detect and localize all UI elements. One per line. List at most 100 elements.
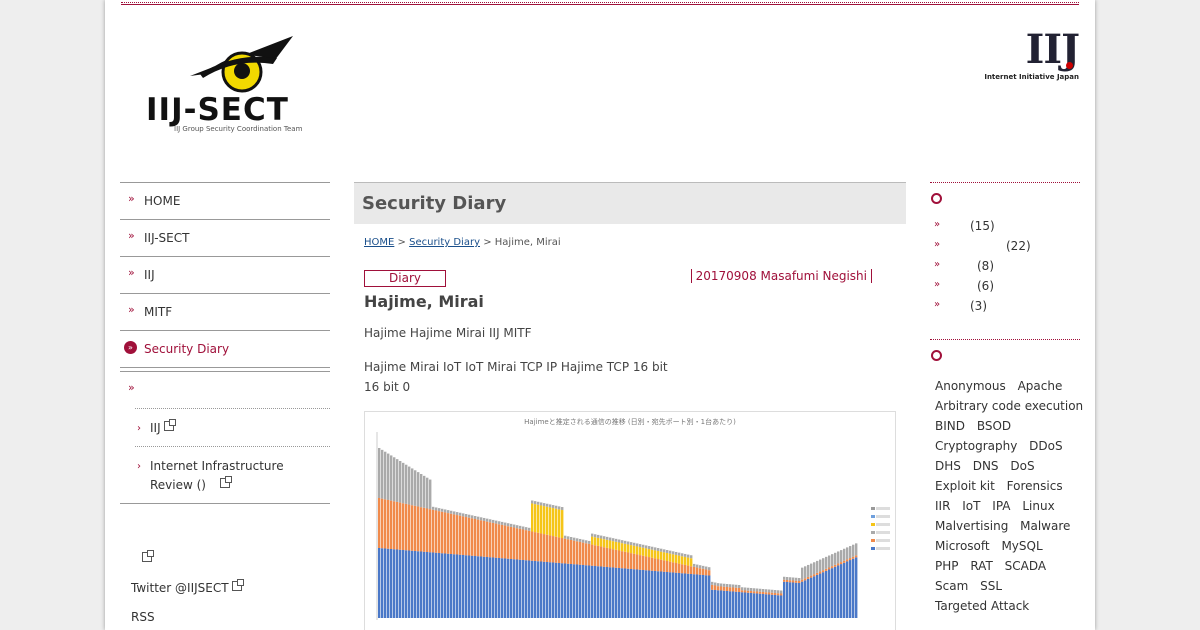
nav-item-iij[interactable]: » IIJ <box>120 256 330 293</box>
chart-bar-segment <box>840 562 843 565</box>
iij-logo[interactable]: IIJ Internet Initiative Japan <box>984 28 1080 82</box>
category-item[interactable]: » (6) <box>930 279 1080 299</box>
chart-bar-segment <box>504 558 507 618</box>
tag-link[interactable]: DHS <box>935 459 961 473</box>
chart-bar-segment <box>687 573 690 618</box>
chart-bar-segment <box>846 547 849 560</box>
chart-bar-segment <box>540 533 543 562</box>
chart-bar-segment <box>666 553 669 561</box>
chart-bar-segment <box>699 568 702 575</box>
chart-bar-segment <box>591 544 594 566</box>
twitter-link[interactable]: Twitter @IIJSECT <box>131 579 244 610</box>
chart-bar-segment <box>831 566 834 569</box>
tag-link[interactable]: DoS <box>1010 459 1035 473</box>
traffic-chart-image: Hajimeと推定される通信の推移 (日別・宛先ポート別・1台あたり) <box>364 411 896 630</box>
category-count: (6) <box>977 279 994 293</box>
chart-bar-segment <box>420 551 423 618</box>
chart-bar-segment <box>822 570 825 573</box>
chart-bar-segment <box>528 527 531 531</box>
tag-link[interactable]: Forensics <box>1006 479 1063 493</box>
category-item[interactable]: » (3) <box>930 299 1080 319</box>
tag-link[interactable]: Targeted Attack <box>935 599 1030 613</box>
chart-bar-segment <box>774 590 777 593</box>
nav-item-security-diary[interactable]: » Security Diary <box>120 330 330 367</box>
tag-link[interactable]: DNS <box>972 459 999 473</box>
chart-bar-segment <box>645 545 648 549</box>
nav-sub-item-iir[interactable]: › Internet Infrastructure Review () <box>135 446 330 503</box>
tag-link[interactable]: Exploit kit <box>935 479 995 493</box>
chart-bar-segment <box>507 558 510 618</box>
chart-bar-segment <box>594 534 597 538</box>
nav-item-home[interactable]: » HOME <box>120 182 330 219</box>
chart-bar-segment <box>606 536 609 540</box>
tag-link[interactable]: Apache <box>1017 379 1063 393</box>
tag-link[interactable]: SSL <box>980 579 1003 593</box>
chart-bar-segment <box>633 569 636 618</box>
chart-bar-segment <box>603 539 606 548</box>
chart-bar-segment <box>474 516 477 519</box>
tag-link[interactable]: Malvertising <box>935 519 1009 533</box>
chart-bar-segment <box>684 564 687 574</box>
chart-bar-segment <box>549 507 552 536</box>
chart-bar-segment <box>684 573 687 618</box>
chart-bar-segment <box>639 547 642 556</box>
tag-link[interactable]: IIR <box>935 499 951 513</box>
sect-logo[interactable]: IIJ-SECT IIJ Group Security Coordination… <box>145 34 340 138</box>
chart-bar-segment <box>396 501 399 550</box>
chart-bar-segment <box>600 546 603 567</box>
chart-bar-segment <box>798 581 801 583</box>
chart-bar-segment <box>729 587 732 592</box>
tag-link[interactable]: SCADA <box>1004 559 1047 573</box>
misc-link-external[interactable] <box>131 550 242 581</box>
chart-bar-segment <box>711 581 714 585</box>
chart-bar-segment <box>795 580 798 583</box>
breadcrumb: HOME > Security Diary > Hajime, Mirai <box>364 237 896 248</box>
category-item[interactable]: » (22) <box>930 239 1080 259</box>
chart-bar-segment <box>570 564 573 618</box>
nav-item-iij-sect[interactable]: » IIJ-SECT <box>120 219 330 256</box>
breadcrumb-security-diary[interactable]: Security Diary <box>409 237 480 248</box>
nav-sub-item-iij[interactable]: › IIJ <box>135 408 330 446</box>
tag-link[interactable]: MySQL <box>1001 539 1043 553</box>
tag-link[interactable]: PHP <box>935 559 959 573</box>
tag-link[interactable]: IoT <box>962 499 981 513</box>
tag-link[interactable]: DDoS <box>1029 439 1063 453</box>
tag-link[interactable]: Linux <box>1022 499 1055 513</box>
post-paragraph: Hajime Mirai IoT IoT Mirai TCP IP Hajime… <box>364 360 668 394</box>
tag-link[interactable]: Scam <box>935 579 969 593</box>
chart-bar-segment <box>534 504 537 533</box>
chart-bar-segment <box>630 569 633 618</box>
tag-link[interactable]: Cryptography <box>935 439 1018 453</box>
category-item[interactable]: » (15) <box>930 219 1080 239</box>
category-badge[interactable]: Diary <box>364 270 446 287</box>
tag-link[interactable]: Arbitrary code execution <box>935 399 1084 413</box>
nav-item-mitf[interactable]: » MITF <box>120 293 330 330</box>
chart-bar-segment <box>624 543 627 552</box>
chart-bar-segment <box>597 534 600 538</box>
chart-bar-segment <box>714 585 717 590</box>
chart-bar-segment <box>459 512 462 516</box>
rss-link[interactable]: RSS <box>131 610 242 630</box>
chart-bar-segment <box>402 462 405 504</box>
chart-bar-segment <box>489 522 492 558</box>
chart-bar-segment <box>696 567 699 575</box>
breadcrumb-home[interactable]: HOME <box>364 237 395 248</box>
tag-link[interactable]: Microsoft <box>935 539 990 553</box>
post-meta: Diary 20170908 Masafumi Negishi <box>364 262 896 287</box>
nav-item-links[interactable]: » <box>120 371 330 408</box>
tag-link[interactable]: BIND <box>935 419 965 433</box>
tag-link[interactable]: BSOD <box>976 419 1012 433</box>
tag-link[interactable]: RAT <box>970 559 993 573</box>
chart-bar-segment <box>411 468 414 506</box>
chart-bar-segment <box>447 553 450 618</box>
chart-bar-segment <box>822 572 825 618</box>
tag-link[interactable]: Anonymous <box>935 379 1006 393</box>
category-item[interactable]: » (8) <box>930 259 1080 279</box>
chart-bar-segment <box>591 536 594 545</box>
chart-bar-segment <box>702 568 705 575</box>
tag-link[interactable]: Malware <box>1020 519 1071 533</box>
breadcrumb-separator: > <box>397 237 406 248</box>
chart-bar-segment <box>615 541 618 550</box>
chart-bar-segment <box>498 521 501 525</box>
tag-link[interactable]: IPA <box>992 499 1011 513</box>
